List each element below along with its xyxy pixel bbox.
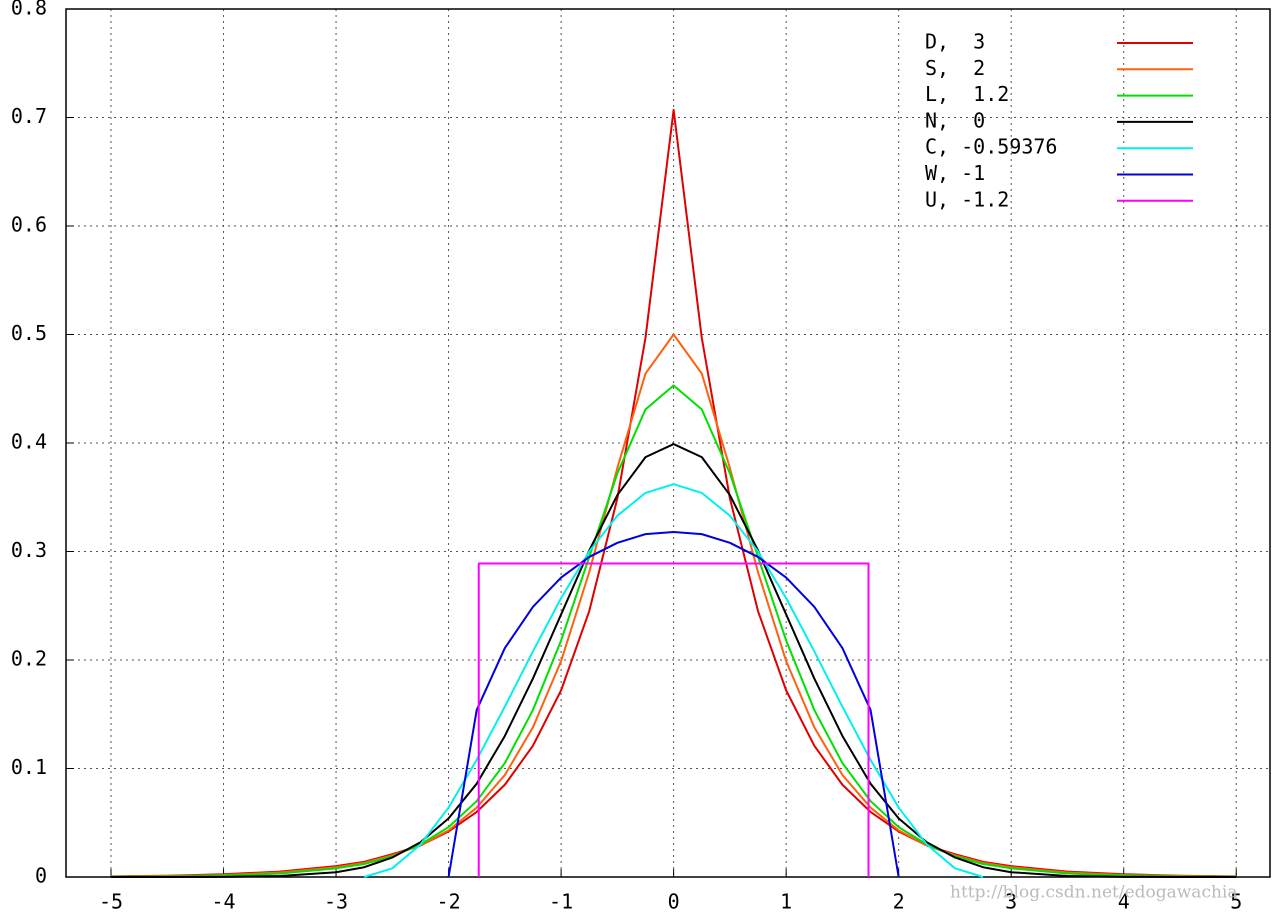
legend-label: W, -1: [925, 161, 985, 185]
y-tick-label: 0.2: [11, 647, 47, 671]
series-line: [447, 530, 900, 878]
x-tick-label: 5: [1230, 890, 1242, 914]
series-line: [110, 108, 1237, 878]
x-tick-label: -2: [437, 890, 461, 914]
x-tick-label: -3: [324, 890, 348, 914]
watermark: http://blog.csdn.net/edogawachia: [950, 883, 1238, 903]
series-line: [477, 562, 870, 877]
series-line: [363, 483, 984, 878]
legend-label: S, 2: [925, 56, 985, 80]
x-tick-label: 1: [780, 890, 792, 914]
y-tick-label: 0: [35, 864, 47, 888]
y-tick-label: 0.3: [11, 538, 47, 562]
y-tick-label: 0.1: [11, 755, 47, 779]
legend-label: L, 1.2: [925, 82, 1009, 106]
plot-frame: [65, 8, 1271, 878]
x-tick-label: -1: [549, 890, 573, 914]
x-tick-label: -4: [211, 890, 235, 914]
y-tick-label: 0.6: [11, 213, 47, 237]
legend-label: N, 0: [925, 108, 985, 132]
x-tick-label: 2: [893, 890, 905, 914]
y-tick-label: 0.5: [11, 321, 47, 345]
y-tick-label: 0.8: [11, 0, 47, 20]
legend-label: U, -1.2: [925, 187, 1009, 211]
series-line: [111, 384, 1237, 878]
x-tick-label: -5: [99, 890, 123, 914]
series-line: [111, 333, 1237, 878]
x-tick-label: 4: [1118, 890, 1130, 914]
y-tick-label: 0.7: [11, 104, 47, 128]
legend-label: D, 3: [925, 30, 985, 54]
y-tick-label: 0.4: [11, 430, 47, 454]
x-tick-label: 3: [1005, 890, 1017, 914]
x-tick-label: 0: [668, 890, 680, 914]
series-line: [111, 443, 1237, 878]
legend-label: C, -0.59376: [925, 135, 1057, 159]
